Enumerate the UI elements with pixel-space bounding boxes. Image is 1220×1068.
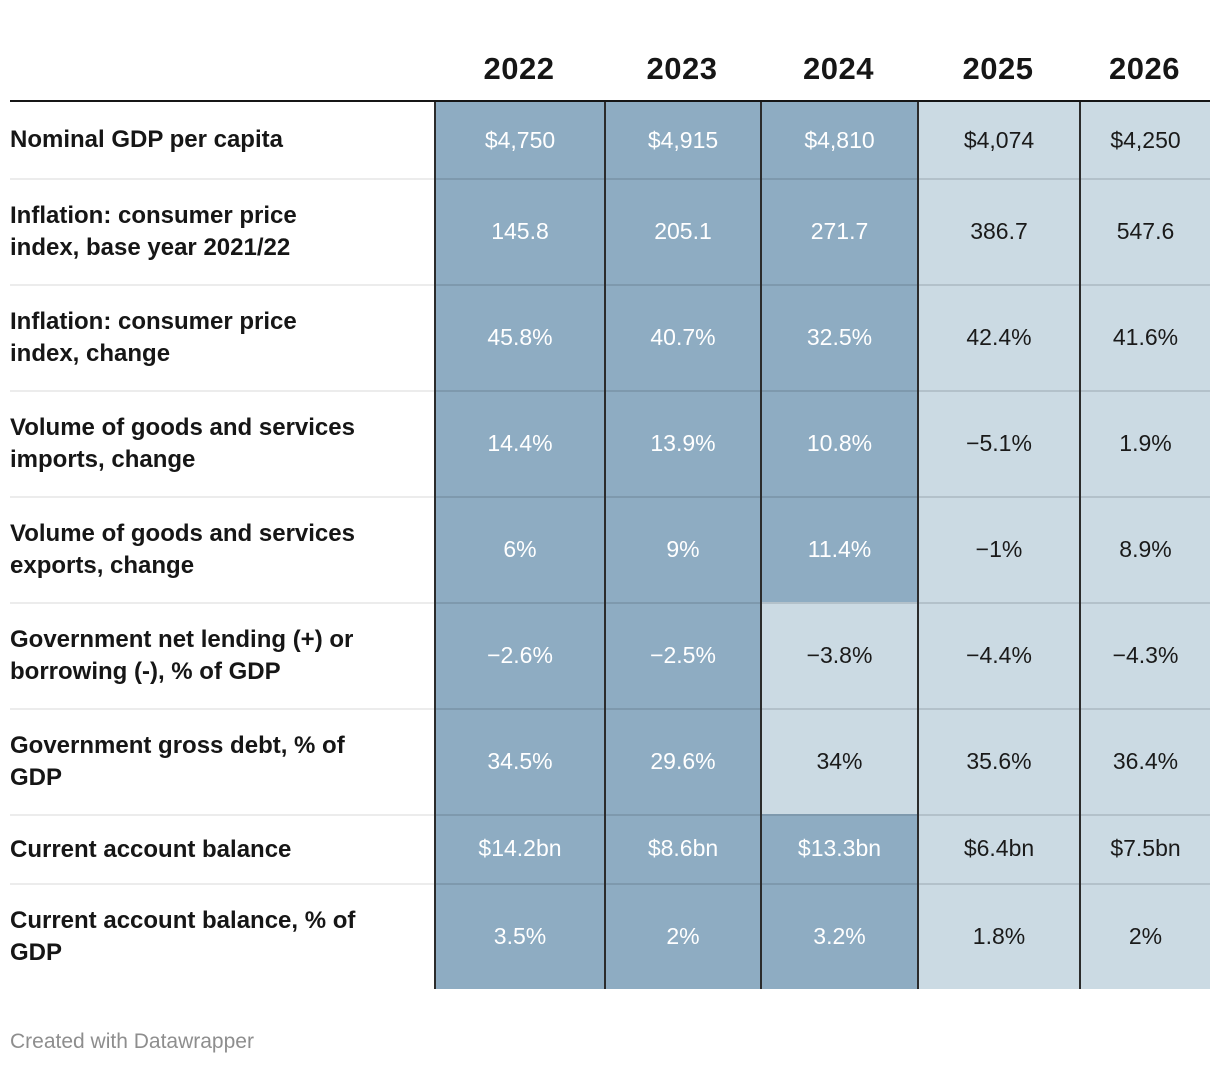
- value-cell: $4,250: [1079, 102, 1210, 178]
- value-cell: 2%: [1079, 883, 1210, 989]
- value-cell: 40.7%: [604, 284, 760, 390]
- row-label: Current account balance, % of GDP: [10, 883, 434, 989]
- row-label: Nominal GDP per capita: [10, 102, 434, 178]
- value-cell: 45.8%: [434, 284, 604, 390]
- value-cell: 36.4%: [1079, 708, 1210, 814]
- table-row-exports-change: Volume of goods and services exports, ch…: [10, 496, 1210, 602]
- row-label: Inflation: consumer price index, base ye…: [10, 178, 434, 284]
- value-cell: 29.6%: [604, 708, 760, 814]
- row-label: Volume of goods and services imports, ch…: [10, 390, 434, 496]
- table-row-inflation-cpi-change: Inflation: consumer price index, change …: [10, 284, 1210, 390]
- value-cell: $4,750: [434, 102, 604, 178]
- value-cell: 547.6: [1079, 178, 1210, 284]
- value-cell: $14.2bn: [434, 814, 604, 883]
- value-cell: −1%: [917, 496, 1079, 602]
- column-header-2023: 2023: [646, 51, 718, 86]
- value-cell: 386.7: [917, 178, 1079, 284]
- value-cell: 42.4%: [917, 284, 1079, 390]
- table-row-government-net-lending: Government net lending (+) or borrowing …: [10, 602, 1210, 708]
- value-cell: 34%: [760, 708, 917, 814]
- value-cell: 2%: [604, 883, 760, 989]
- column-header-2025: 2025: [962, 51, 1034, 86]
- datawrapper-credit: Created with Datawrapper: [10, 1030, 254, 1053]
- row-label: Government net lending (+) or borrowing …: [10, 602, 434, 708]
- value-cell: $4,915: [604, 102, 760, 178]
- column-header-2026: 2026: [1109, 51, 1180, 86]
- value-cell: −3.8%: [760, 602, 917, 708]
- table-row-current-account-balance: Current account balance $14.2bn $8.6bn $…: [10, 814, 1210, 883]
- value-cell: 32.5%: [760, 284, 917, 390]
- value-cell: −4.3%: [1079, 602, 1210, 708]
- table-row-current-account-balance-pct-gdp: Current account balance, % of GDP 3.5% 2…: [10, 883, 1210, 989]
- column-header-2024: 2024: [803, 51, 874, 86]
- value-cell: 13.9%: [604, 390, 760, 496]
- row-label: Current account balance: [10, 814, 434, 883]
- value-cell: −4.4%: [917, 602, 1079, 708]
- table-row-inflation-cpi-base-year: Inflation: consumer price index, base ye…: [10, 178, 1210, 284]
- value-cell: 3.5%: [434, 883, 604, 989]
- value-cell: $4,074: [917, 102, 1079, 178]
- value-cell: −2.6%: [434, 602, 604, 708]
- value-cell: $4,810: [760, 102, 917, 178]
- value-cell: 9%: [604, 496, 760, 602]
- value-cell: 6%: [434, 496, 604, 602]
- value-cell: 41.6%: [1079, 284, 1210, 390]
- value-cell: 3.2%: [760, 883, 917, 989]
- value-cell: 34.5%: [434, 708, 604, 814]
- table-row-nominal-gdp-per-capita: Nominal GDP per capita $4,750 $4,915 $4,…: [10, 102, 1210, 178]
- economic-indicators-table: 2022 2023 2024 2025 2026 Nominal GDP per…: [10, 0, 1210, 989]
- value-cell: $7.5bn: [1079, 814, 1210, 883]
- table-row-government-gross-debt: Government gross debt, % of GDP 34.5% 29…: [10, 708, 1210, 814]
- value-cell: 35.6%: [917, 708, 1079, 814]
- value-cell: 145.8: [434, 178, 604, 284]
- table-header-row: 2022 2023 2024 2025 2026: [10, 0, 1210, 102]
- row-label: Volume of goods and services exports, ch…: [10, 496, 434, 602]
- value-cell: 205.1: [604, 178, 760, 284]
- value-cell: 271.7: [760, 178, 917, 284]
- value-cell: $8.6bn: [604, 814, 760, 883]
- value-cell: −5.1%: [917, 390, 1079, 496]
- table-row-imports-change: Volume of goods and services imports, ch…: [10, 390, 1210, 496]
- value-cell: 14.4%: [434, 390, 604, 496]
- value-cell: $13.3bn: [760, 814, 917, 883]
- table-body: Nominal GDP per capita $4,750 $4,915 $4,…: [10, 102, 1210, 989]
- value-cell: 10.8%: [760, 390, 917, 496]
- value-cell: 8.9%: [1079, 496, 1210, 602]
- value-cell: 1.8%: [917, 883, 1079, 989]
- value-cell: −2.5%: [604, 602, 760, 708]
- row-label: Inflation: consumer price index, change: [10, 284, 434, 390]
- row-label: Government gross debt, % of GDP: [10, 708, 434, 814]
- value-cell: 11.4%: [760, 496, 917, 602]
- value-cell: $6.4bn: [917, 814, 1079, 883]
- column-header-2022: 2022: [483, 51, 555, 86]
- value-cell: 1.9%: [1079, 390, 1210, 496]
